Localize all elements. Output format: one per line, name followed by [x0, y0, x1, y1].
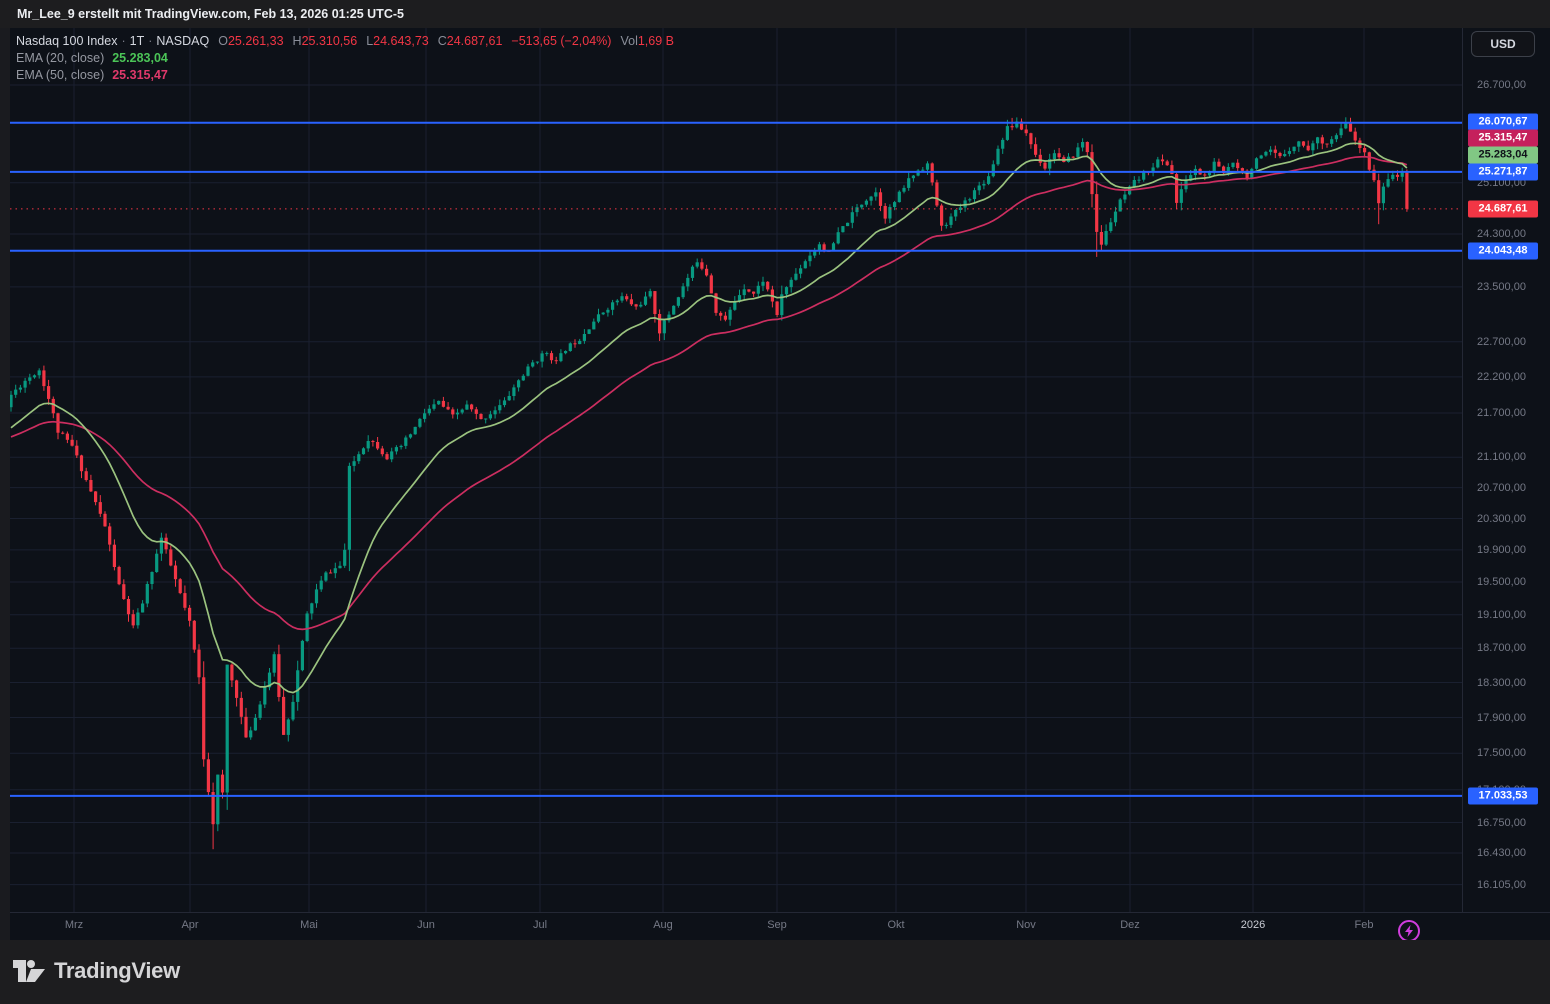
time-axis-month-label: Apr: [181, 919, 199, 931]
price-tick-label: 16.430,00: [1477, 847, 1526, 859]
candlestick-chart[interactable]: [10, 28, 1462, 912]
time-axis-month-label: Aug: [653, 919, 673, 931]
price-tick-label: 26.700,00: [1477, 79, 1526, 91]
price-level-badge: 24.043,48: [1468, 242, 1538, 260]
price-level-badge: 25.271,87: [1468, 163, 1538, 181]
footer-bar: TradingView: [0, 940, 1550, 1004]
legend-separator: ·: [148, 34, 153, 48]
price-tick-label: 22.200,00: [1477, 370, 1526, 383]
time-axis[interactable]: Mrz Apr Mai Jun Jul Aug Sep Okt Nov Dez 2026 Feb: [10, 912, 1550, 940]
price-tick-label: 19.900,00: [1477, 543, 1526, 556]
price-tick-label: 16.105,00: [1477, 878, 1526, 891]
price-level-badge: 24.687,61: [1468, 200, 1538, 218]
price-level-badge: 25.283,04: [1468, 146, 1538, 164]
legend-separator: ·: [121, 34, 126, 48]
time-axis-month-label: Mrz: [64, 919, 84, 931]
open-key: O: [218, 34, 228, 48]
ema20-label: EMA (20, close): [16, 51, 105, 65]
ema50-label: EMA (50, close): [16, 68, 105, 82]
time-axis-month-label: Sep: [767, 919, 787, 931]
high-key: H: [292, 34, 302, 48]
time-axis-year-label: 2026: [1240, 919, 1266, 931]
price-tick-label: 18.700,00: [1477, 642, 1526, 655]
price-tick-label: 16.750,00: [1477, 816, 1526, 829]
price-tick-label: 23.500,00: [1477, 280, 1526, 293]
timeframe-label: 1T: [129, 34, 145, 48]
price-tick-label: 18.300,00: [1477, 676, 1526, 689]
open-value: 25.261,33: [227, 34, 284, 48]
chart-legend: Nasdaq 100 Index · 1T · NASDAQ O25.261,33 H25.…: [16, 33, 674, 84]
ema20-value: 25.283,04: [112, 51, 168, 65]
time-axis-month-label: Okt: [887, 919, 905, 931]
price-tick-label: 20.300,00: [1477, 512, 1526, 525]
time-axis-month-label: Mai: [300, 919, 318, 931]
price-scale[interactable]: USD 26.700,00 25.100,00 24.300,00 23.500,00…: [1462, 28, 1550, 912]
price-tick-label: 19.500,00: [1477, 576, 1526, 588]
close-key: C: [437, 34, 447, 48]
ema50-legend-row[interactable]: EMA (50, close) 25.315,47: [16, 67, 674, 84]
time-axis-month-label: Feb: [1354, 919, 1374, 931]
volume-key: Vol: [620, 34, 638, 48]
price-tick-label: 21.100,00: [1477, 451, 1526, 464]
symbol-legend-row[interactable]: Nasdaq 100 Index · 1T · NASDAQ O25.261,33 H25.…: [16, 33, 674, 50]
high-value: 25.310,56: [301, 34, 358, 48]
price-level-badge: 25.315,47: [1468, 129, 1538, 147]
low-key: L: [366, 34, 374, 48]
low-value: 24.643,73: [373, 34, 429, 48]
time-axis-month-label: Nov: [1016, 919, 1036, 931]
time-axis-month-label: Jul: [532, 919, 548, 931]
attribution-bar: Mr_Lee_9 erstellt mit TradingView.com, F…: [0, 0, 1550, 28]
exchange-label: NASDAQ: [156, 34, 210, 48]
ema50-value: 25.315,47: [112, 68, 168, 82]
tradingview-wordmark: TradingView: [54, 958, 180, 983]
time-axis-month-label: Dez: [1120, 919, 1140, 931]
volume-value: 1,69 B: [637, 34, 674, 48]
price-tick-label: 17.500,00: [1477, 747, 1526, 760]
price-tick-label: 22.700,00: [1477, 335, 1526, 348]
price-tick-label: 20.700,00: [1477, 481, 1526, 494]
price-tick-label: 24.300,00: [1477, 228, 1526, 240]
currency-button[interactable]: USD: [1471, 31, 1535, 57]
time-axis-month-label: Jun: [417, 919, 435, 931]
price-tick-label: 17.900,00: [1477, 711, 1526, 724]
attribution-text: Mr_Lee_9 erstellt mit TradingView.com, F…: [17, 7, 404, 21]
symbol-name: Nasdaq 100 Index: [16, 34, 118, 48]
tradingview-logo[interactable]: TradingView: [12, 957, 180, 985]
price-level-badge: 26.070,67: [1468, 113, 1538, 131]
chart-area: Nasdaq 100 Index · 1T · NASDAQ O25.261,33 H25.…: [0, 28, 1550, 942]
left-margin-strip: [0, 28, 10, 940]
price-level-badge: 17.033,53: [1468, 787, 1538, 805]
ema20-legend-row[interactable]: EMA (20, close) 25.283,04: [16, 50, 674, 67]
tradingview-logo-icon: [13, 960, 45, 982]
change-value: −513,65 (−2,04%): [511, 34, 612, 48]
price-tick-label: 21.700,00: [1477, 407, 1526, 419]
close-value: 24.687,61: [446, 34, 503, 48]
price-tick-label: 19.100,00: [1477, 608, 1526, 621]
